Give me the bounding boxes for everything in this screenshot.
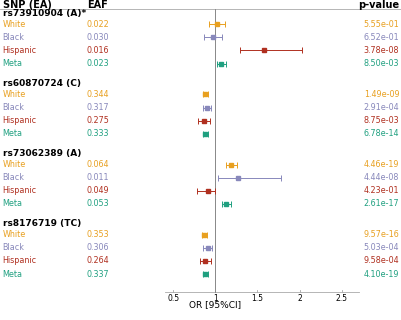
Text: 9.57e-16: 9.57e-16 [364,230,399,239]
Text: White: White [2,20,26,29]
Text: Meta: Meta [2,199,22,208]
Text: 4.44e-08: 4.44e-08 [364,173,399,182]
Text: 0.317: 0.317 [87,103,109,112]
Text: 8.75e-03: 8.75e-03 [364,116,399,125]
Text: 2.61e-17: 2.61e-17 [364,199,399,208]
Text: Hispanic: Hispanic [2,186,36,195]
Text: 0.023: 0.023 [87,59,109,68]
Text: Hispanic: Hispanic [2,46,36,55]
Text: Black: Black [2,33,24,42]
Text: 2.91e-04: 2.91e-04 [364,103,399,112]
Text: 5.03e-04: 5.03e-04 [364,244,399,252]
Text: 0.264: 0.264 [87,257,109,266]
Text: 0.049: 0.049 [87,186,109,195]
Text: rs73910904 (A)*: rs73910904 (A)* [2,9,86,18]
Text: 0.275: 0.275 [87,116,110,125]
Text: 9.58e-04: 9.58e-04 [364,257,399,266]
Text: 0.353: 0.353 [87,230,109,239]
Text: SNP (EA): SNP (EA) [2,0,51,10]
Text: 4.23e-01: 4.23e-01 [364,186,399,195]
Text: Black: Black [2,103,24,112]
Text: 0.016: 0.016 [87,46,109,55]
Text: 0.344: 0.344 [87,90,109,99]
Text: 1.49e-09: 1.49e-09 [364,90,399,99]
Text: Meta: Meta [2,129,22,138]
Text: 0.030: 0.030 [87,33,109,42]
Text: 0.337: 0.337 [87,269,109,279]
Text: 0.306: 0.306 [87,244,109,252]
Text: 8.50e-03: 8.50e-03 [364,59,399,68]
Text: OR [95%CI]: OR [95%CI] [189,300,241,309]
Text: Meta: Meta [2,59,22,68]
Text: Black: Black [2,173,24,182]
Text: Black: Black [2,244,24,252]
Text: 1: 1 [213,294,218,303]
Text: 3.78e-08: 3.78e-08 [364,46,399,55]
Text: 0.053: 0.053 [87,199,109,208]
Text: 2.5: 2.5 [336,294,348,303]
Text: 0.5: 0.5 [167,294,179,303]
Text: 6.78e-14: 6.78e-14 [364,129,399,138]
Text: 0.022: 0.022 [87,20,110,29]
Text: White: White [2,90,26,99]
Text: 4.46e-19: 4.46e-19 [364,160,399,169]
Text: 5.55e-01: 5.55e-01 [364,20,399,29]
Text: Hispanic: Hispanic [2,257,36,266]
Text: 6.52e-01: 6.52e-01 [364,33,399,42]
Text: 1.5: 1.5 [251,294,263,303]
Text: rs60870724 (C): rs60870724 (C) [2,79,81,88]
Text: EAF: EAF [87,0,108,10]
Text: White: White [2,230,26,239]
Text: rs73062389 (A): rs73062389 (A) [2,149,81,158]
Text: 0.011: 0.011 [87,173,109,182]
Text: 0.333: 0.333 [87,129,109,138]
Text: 0.064: 0.064 [87,160,109,169]
Text: Meta: Meta [2,269,22,279]
Text: p-value: p-value [358,0,399,10]
Text: rs8176719 (TC): rs8176719 (TC) [2,219,81,228]
Text: Hispanic: Hispanic [2,116,36,125]
Text: 4.10e-19: 4.10e-19 [364,269,399,279]
Text: White: White [2,160,26,169]
Text: 2: 2 [297,294,302,303]
